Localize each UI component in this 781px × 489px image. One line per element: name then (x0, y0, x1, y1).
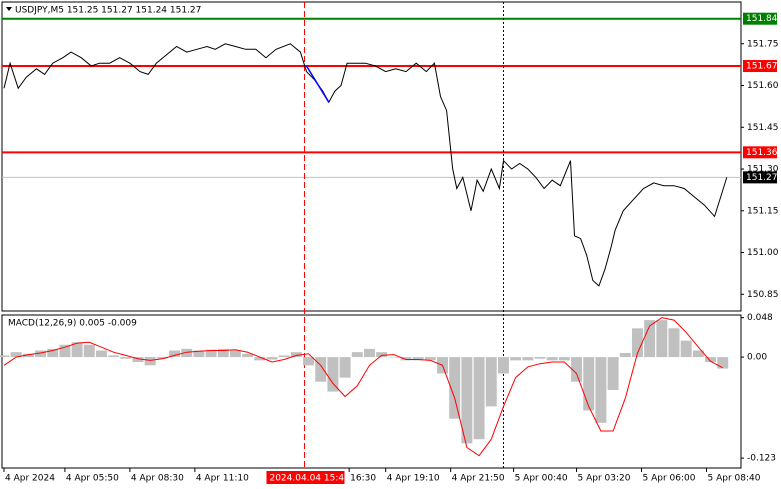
histogram-bar (22, 353, 34, 358)
histogram-bar (644, 320, 656, 358)
histogram-bar (278, 355, 290, 358)
histogram-bar (680, 340, 692, 358)
histogram-bar (144, 357, 156, 366)
y-tick-label: 151.75 (747, 39, 779, 49)
y-tick-label: 151.00 (747, 248, 779, 258)
histogram-bar (35, 350, 47, 358)
x-tick-label: 5 Apr 06:00 (643, 474, 696, 484)
x-tick-label: 4 Apr 11:10 (196, 474, 249, 484)
macd-title: MACD(12,26,9) 0.005 -0.009 (8, 319, 137, 329)
histogram-bar (412, 357, 424, 361)
histogram-bar (595, 357, 607, 423)
level-label: 151.67 (746, 62, 778, 72)
x-tick-label: 16:30 (350, 474, 376, 484)
histogram-bar (607, 357, 619, 390)
x-tick-label: 4 Apr 08:30 (131, 474, 184, 484)
x-tick-label: 5 Apr 00:40 (515, 474, 568, 484)
histogram-bar (449, 357, 461, 419)
y-tick-label: 151.30 (747, 165, 779, 175)
histogram-bar (181, 348, 193, 358)
histogram-bar (327, 357, 339, 392)
histogram-bar (522, 357, 534, 361)
histogram-bar (473, 357, 485, 440)
histogram-bar (59, 344, 71, 358)
x-tick-label: 4 Apr 05:50 (66, 474, 119, 484)
histogram-bar (717, 357, 729, 369)
histogram-bar (497, 357, 509, 374)
level-label-box (743, 12, 777, 25)
histogram-bar (485, 357, 497, 407)
histogram-bar (229, 350, 241, 358)
x-tick-label: 5 Apr 03:20 (578, 474, 631, 484)
histogram-bar (95, 350, 107, 358)
x-tick-label: 4 Apr 2024 (5, 474, 55, 484)
histogram-bar (583, 357, 595, 411)
last-price-label: 151.27 (746, 173, 778, 183)
histogram-bar (461, 357, 473, 444)
histogram-bar (400, 357, 412, 361)
histogram-bar (254, 357, 266, 361)
histogram-bar (424, 357, 436, 361)
histogram-bar (692, 350, 704, 358)
signal-line (3, 317, 723, 457)
y-tick-label: -0.123 (747, 454, 776, 464)
histogram-bar (546, 357, 558, 361)
histogram-bar (303, 357, 315, 366)
histogram-bar (156, 357, 168, 359)
histogram-bar (10, 352, 22, 358)
histogram-bar (120, 357, 132, 359)
price-panel (1, 1, 742, 312)
vertical-line-label-box (266, 471, 345, 484)
histogram-bar (656, 320, 668, 358)
histogram-bar (619, 352, 631, 358)
histogram-bar (315, 357, 327, 382)
y-tick-label: 151.60 (747, 81, 779, 91)
level-label-box (743, 146, 777, 159)
histogram-bar (0, 355, 10, 358)
histogram-bar (217, 348, 229, 358)
histogram-bar (363, 348, 375, 358)
histogram-bar (351, 352, 363, 358)
histogram-bar (83, 344, 95, 358)
histogram-bar (388, 357, 400, 358)
histogram-bar (108, 355, 120, 358)
x-tick-label: 4 Apr 19:10 (387, 474, 440, 484)
chart-title: USDJPY,M5 151.25 151.27 151.24 151.27 (15, 6, 201, 16)
histogram-bar (71, 342, 83, 358)
histogram-bar (47, 348, 59, 358)
y-tick-label: 151.15 (747, 206, 779, 216)
x-tick-label: 5 Apr 08:40 (707, 474, 760, 484)
histogram-bar (668, 328, 680, 358)
y-tick-label: 150.85 (747, 290, 779, 300)
histogram-bar (169, 350, 181, 358)
level-label-box (743, 60, 777, 73)
trend-line (305, 65, 330, 103)
histogram-bar (290, 352, 302, 358)
y-tick-label: 151.45 (747, 123, 779, 133)
histogram-bar (510, 357, 522, 361)
y-tick-label: 0.048 (747, 313, 773, 323)
x-tick-label: 4 Apr 21:50 (452, 474, 505, 484)
y-tick-label: 0.00 (747, 353, 767, 363)
histogram-bar (132, 357, 144, 363)
histogram-bar (705, 357, 717, 363)
last-price-box (743, 171, 777, 184)
histogram-bar (571, 357, 583, 382)
level-label: 151.36 (746, 148, 778, 158)
histogram-bar (339, 357, 351, 378)
vertical-line-label: 2024.04.04 15:45 (269, 474, 349, 484)
price-line (3, 43, 728, 287)
histogram-bar (558, 357, 570, 361)
histogram-bar (631, 328, 643, 358)
histogram-bar (534, 357, 546, 359)
histogram-bar (205, 349, 217, 358)
histogram-bar (242, 353, 254, 358)
histogram-bar (266, 357, 278, 360)
level-label: 151.84 (746, 14, 778, 24)
menu-arrow[interactable] (6, 7, 12, 11)
histogram-bar (193, 350, 205, 358)
histogram-bar (376, 352, 388, 358)
macd-panel (1, 314, 742, 469)
